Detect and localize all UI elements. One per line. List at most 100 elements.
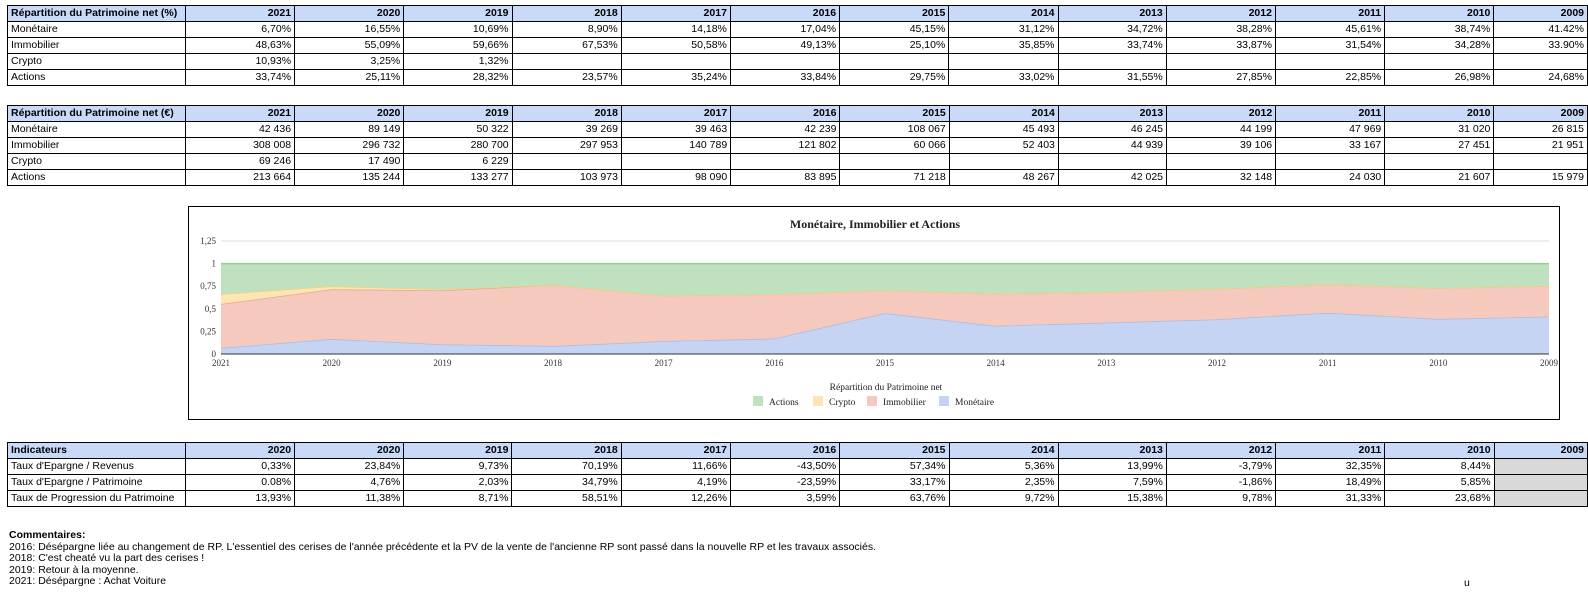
- value-cell[interactable]: 5,85%: [1384, 474, 1495, 491]
- value-cell[interactable]: 45 493: [948, 121, 1059, 138]
- year-header-cell[interactable]: 2014: [948, 105, 1059, 122]
- chart-legend[interactable]: Actions Crypto Immobilier Monétaire: [753, 396, 994, 408]
- value-cell[interactable]: 47 969: [1275, 121, 1386, 138]
- value-cell[interactable]: 297 953: [511, 137, 622, 154]
- value-cell[interactable]: 38,28%: [1165, 21, 1276, 38]
- value-cell[interactable]: 69 246: [184, 153, 296, 170]
- value-cell[interactable]: 17,04%: [729, 21, 841, 38]
- year-header-cell[interactable]: 2013: [1057, 5, 1167, 22]
- value-cell[interactable]: 27,85%: [1165, 69, 1276, 86]
- value-cell[interactable]: 2,03%: [403, 474, 513, 491]
- year-header-cell[interactable]: 2019: [403, 105, 513, 122]
- year-header-cell[interactable]: 2015: [839, 5, 950, 22]
- row-label-cell[interactable]: Actions: [7, 169, 186, 186]
- year-header-cell[interactable]: 2011: [1274, 5, 1386, 22]
- value-cell[interactable]: 121 802: [730, 137, 841, 154]
- value-cell[interactable]: 26,98%: [1384, 69, 1495, 86]
- value-cell[interactable]: 18,49%: [1275, 474, 1386, 491]
- area-monétaire[interactable]: [221, 312, 1549, 354]
- year-header-cell[interactable]: 2016: [730, 105, 841, 122]
- legend-swatch-actions[interactable]: [753, 396, 763, 406]
- value-cell[interactable]: 33,84%: [729, 69, 841, 86]
- value-cell[interactable]: 10,93%: [184, 53, 296, 70]
- legend-label[interactable]: Crypto: [829, 398, 856, 408]
- year-header-cell[interactable]: 2014: [948, 442, 1059, 459]
- value-cell[interactable]: 12,26%: [620, 490, 731, 507]
- value-cell[interactable]: [1384, 53, 1495, 70]
- year-header-cell[interactable]: 2020: [294, 105, 405, 122]
- value-cell[interactable]: 9,72%: [948, 490, 1059, 507]
- value-cell[interactable]: 280 700: [403, 137, 513, 154]
- value-cell[interactable]: 4,76%: [294, 474, 405, 491]
- value-cell[interactable]: 296 732: [294, 137, 405, 154]
- value-cell[interactable]: [1274, 53, 1386, 70]
- value-cell[interactable]: 31,54%: [1274, 37, 1386, 54]
- row-label-cell[interactable]: Taux de Progression du Patrimoine: [7, 490, 186, 507]
- value-cell[interactable]: 35,24%: [620, 69, 731, 86]
- value-cell[interactable]: 3,25%: [294, 53, 405, 70]
- year-header-cell[interactable]: 2016: [729, 442, 841, 459]
- value-cell[interactable]: 32,35%: [1275, 458, 1386, 475]
- value-cell[interactable]: -3,79%: [1165, 458, 1277, 475]
- value-cell[interactable]: -23,59%: [729, 474, 841, 491]
- value-cell[interactable]: 45,15%: [839, 21, 950, 38]
- year-header-cell[interactable]: 2021: [184, 5, 296, 22]
- value-cell[interactable]: [511, 53, 622, 70]
- value-cell[interactable]: [839, 53, 950, 70]
- row-label-cell[interactable]: Crypto: [7, 53, 186, 70]
- value-cell[interactable]: 13,93%: [184, 490, 296, 507]
- value-cell[interactable]: 44 199: [1166, 121, 1277, 138]
- value-cell[interactable]: 60 066: [839, 137, 950, 154]
- value-cell[interactable]: 38,74%: [1384, 21, 1495, 38]
- value-cell[interactable]: [1493, 474, 1588, 491]
- value-cell[interactable]: 8,90%: [511, 21, 622, 38]
- year-header-cell[interactable]: 2019: [403, 5, 513, 22]
- value-cell[interactable]: 17 490: [294, 153, 405, 170]
- value-cell[interactable]: 6 229: [403, 153, 513, 170]
- year-header-cell[interactable]: 2017: [620, 442, 731, 459]
- value-cell[interactable]: 9,78%: [1165, 490, 1277, 507]
- value-cell[interactable]: 2,35%: [948, 474, 1059, 491]
- area-chart[interactable]: Monétaire, Immobilier et Actions 0 0,25 0,…: [188, 206, 1560, 420]
- value-cell[interactable]: 4,19%: [620, 474, 731, 491]
- value-cell[interactable]: 33,74%: [1057, 37, 1167, 54]
- year-header-cell[interactable]: 2014: [948, 5, 1059, 22]
- value-cell[interactable]: 41.42%: [1493, 21, 1588, 38]
- value-cell[interactable]: 42 239: [730, 121, 841, 138]
- value-cell[interactable]: 22,85%: [1274, 69, 1386, 86]
- value-cell[interactable]: 23,84%: [294, 458, 405, 475]
- value-cell[interactable]: -43,50%: [729, 458, 841, 475]
- year-header-cell[interactable]: 2020: [294, 442, 405, 459]
- year-header-cell[interactable]: 2009: [1493, 105, 1588, 122]
- legend-swatch-immobilier[interactable]: [867, 396, 877, 406]
- year-header-cell[interactable]: 2009: [1493, 442, 1588, 459]
- year-header-cell[interactable]: 2009: [1493, 5, 1588, 22]
- value-cell[interactable]: 34,72%: [1057, 21, 1167, 38]
- value-cell[interactable]: 11,38%: [294, 490, 405, 507]
- value-cell[interactable]: 213 664: [184, 169, 296, 186]
- value-cell[interactable]: 45,61%: [1274, 21, 1386, 38]
- value-cell[interactable]: 57,34%: [839, 458, 950, 475]
- year-header-cell[interactable]: 2019: [403, 442, 513, 459]
- value-cell[interactable]: 9,73%: [403, 458, 513, 475]
- value-cell[interactable]: [1166, 153, 1277, 170]
- value-cell[interactable]: [1057, 153, 1168, 170]
- value-cell[interactable]: 16,55%: [294, 21, 405, 38]
- value-cell[interactable]: [948, 53, 1059, 70]
- value-cell[interactable]: [1493, 53, 1588, 70]
- value-cell[interactable]: 31,33%: [1275, 490, 1386, 507]
- value-cell[interactable]: 108 067: [839, 121, 950, 138]
- value-cell[interactable]: 0.08%: [184, 474, 296, 491]
- value-cell[interactable]: [1493, 153, 1588, 170]
- value-cell[interactable]: 3,59%: [729, 490, 841, 507]
- value-cell[interactable]: 133 277: [403, 169, 513, 186]
- value-cell[interactable]: 13,99%: [1057, 458, 1167, 475]
- year-header-cell[interactable]: 2012: [1166, 105, 1277, 122]
- legend-swatch-crypto[interactable]: [813, 396, 823, 406]
- row-label-cell[interactable]: Immobilier: [7, 37, 186, 54]
- value-cell[interactable]: 34,28%: [1384, 37, 1495, 54]
- row-label-cell[interactable]: Actions: [7, 69, 186, 86]
- value-cell[interactable]: 42 436: [184, 121, 296, 138]
- year-header-cell[interactable]: 2011: [1275, 105, 1386, 122]
- year-header-cell[interactable]: 2010: [1384, 442, 1495, 459]
